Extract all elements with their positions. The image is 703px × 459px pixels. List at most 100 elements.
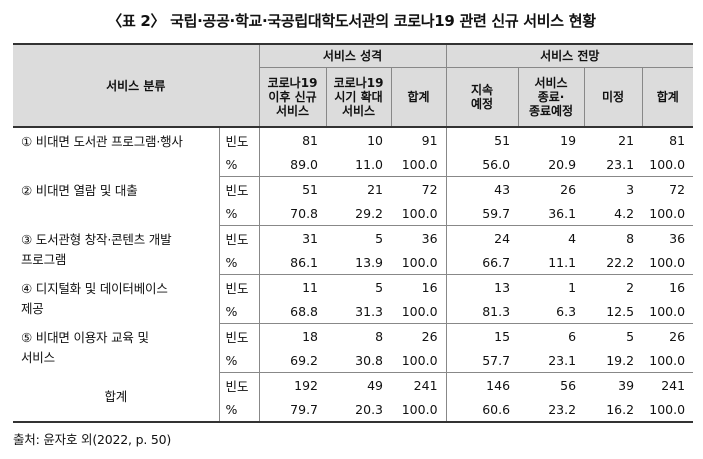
table-row: % 70.8 29.2 100.0 59.7 36.1 4.2 100.0 [13, 201, 694, 226]
table-row: ④ 디지털화 및 데이터베이스 제공 빈도 11 5 16 13 1 2 16 [13, 274, 693, 324]
row-category: ② 비대면 열람 및 대출 [13, 176, 220, 226]
header-label-line: 시기 확대 [334, 90, 383, 104]
frequency-value: 26 [669, 328, 686, 344]
percent-value: 100.0 [391, 152, 447, 177]
percent-value: 23.2 [518, 397, 585, 423]
frequency-value: 192 [258, 372, 327, 397]
frequency-value: 16 [421, 279, 438, 295]
percent-value: 23.1 [584, 152, 643, 177]
category-label-line: ③ 도서관형 창작·콘텐츠 개발 [21, 231, 172, 247]
frequency-value: 36 [421, 230, 438, 246]
percent-value: 57.7 [445, 348, 519, 373]
header-label-line: 미정 [601, 90, 625, 104]
frequency-value: 31 [258, 225, 327, 250]
header-label-line: 서비스 [275, 104, 310, 118]
percent-value: 100.0 [642, 201, 694, 226]
source-note: 출처: 윤자호 외(2022, p. 50) [13, 432, 172, 447]
percent-value: 69.2 [258, 348, 327, 373]
header-label-line: 종료예정 [528, 104, 574, 118]
table-row: ⑤ 비대면 이용자 교육 및 서비스 빈도 18 8 26 15 6 5 26 [13, 323, 693, 373]
header-service-category: 서비스 분류 [13, 43, 260, 128]
frequency-value: 8 [375, 328, 384, 344]
frequency-value: 72 [421, 181, 438, 197]
percent-value: 100.0 [391, 250, 447, 275]
frequency-value: 26 [560, 181, 577, 197]
header-label-line: 합계 [656, 90, 679, 104]
header-label-line: 서비스 [534, 76, 568, 90]
category-label-line: ① 비대면 도서관 프로그램·행사 [21, 134, 183, 149]
percent-value: 81.3 [445, 299, 519, 324]
category-label-line: 서비스 [21, 349, 55, 365]
percent-value: 100.0 [642, 152, 694, 177]
percent-value: 36.1 [518, 201, 585, 226]
percent-value: 20.3 [326, 397, 392, 423]
percent-value: 23.1 [518, 348, 585, 373]
frequency-value: 241 [413, 377, 438, 393]
frequency-value: 91 [421, 132, 438, 148]
category-label-line: ④ 디지털화 및 데이터베이스 [21, 280, 168, 296]
frequency-label: 빈도 [225, 182, 249, 198]
row-category: ④ 디지털화 및 데이터베이스 제공 [13, 274, 220, 324]
frequency-label: 빈도 [225, 133, 249, 149]
percent-value: 86.1 [258, 250, 327, 275]
table-row: 합계 빈도 192 49 241 146 56 39 241 [13, 372, 693, 423]
frequency-label: 빈도 [225, 329, 249, 345]
header-new-service: 코로나19 이후 신규 서비스 [258, 67, 327, 128]
frequency-value: 39 [618, 377, 635, 393]
table-row: ③ 도서관형 창작·콘텐츠 개발 프로그램 빈도 31 5 36 24 4 8 36 [13, 225, 693, 275]
frequency-value: 72 [669, 181, 686, 197]
frequency-value: 2 [626, 279, 635, 295]
frequency-value: 8 [626, 230, 635, 246]
percent-value: 13.9 [326, 250, 392, 275]
table-title: 〈표 2〉 국립·공공·학교·국공립대학도서관의 코로나19 관련 신규 서비스… [107, 12, 596, 30]
header-service-ended: 서비스 종료· 종료예정 [517, 67, 585, 128]
header-undecided: 미정 [583, 67, 643, 128]
table-row: % 89.0 11.0 100.0 56.0 20.9 23.1 100.0 [13, 152, 694, 177]
frequency-value: 5 [375, 279, 384, 295]
percent-value: 100.0 [391, 201, 447, 226]
header-continue-planned: 지속 예정 [445, 67, 519, 128]
frequency-value: 49 [367, 377, 384, 393]
frequency-value: 56 [560, 377, 577, 393]
percent-label: % [219, 250, 260, 275]
percent-value: 89.0 [258, 152, 327, 177]
percent-value: 100.0 [642, 250, 694, 275]
category-label-line: ② 비대면 열람 및 대출 [21, 182, 138, 198]
percent-label: % [219, 348, 260, 373]
frequency-value: 19 [560, 132, 577, 148]
frequency-value: 6 [568, 328, 577, 344]
frequency-value: 5 [626, 328, 635, 344]
percent-label: % [219, 397, 260, 423]
percent-value: 59.7 [445, 201, 519, 226]
frequency-value: 36 [669, 230, 686, 246]
percent-label: % [219, 299, 260, 324]
header-label-line: 이후 신규 [268, 90, 317, 104]
header-label-line: 합계 [407, 90, 430, 104]
percent-value: 100.0 [642, 348, 694, 373]
percent-value: 60.6 [445, 397, 519, 423]
percent-value: 100.0 [391, 397, 447, 423]
header-service-nature: 서비스 성격 [258, 43, 447, 68]
frequency-label: 빈도 [225, 280, 249, 296]
frequency-value: 1 [568, 279, 577, 295]
percent-label: % [219, 152, 260, 177]
frequency-value: 4 [568, 230, 577, 246]
frequency-value: 16 [669, 279, 686, 295]
frequency-value: 5 [375, 230, 384, 246]
frequency-value: 21 [367, 181, 384, 197]
percent-value: 31.3 [326, 299, 392, 324]
row-category: ① 비대면 도서관 프로그램·행사 [13, 127, 220, 177]
category-label-line: 합계 [104, 388, 128, 404]
percent-value: 22.2 [584, 250, 643, 275]
header-label-line: 종료· [537, 90, 565, 104]
table-row: % 69.2 30.8 100.0 57.7 23.1 19.2 100.0 [13, 348, 694, 373]
table-row: ① 비대면 도서관 프로그램·행사 빈도 81 10 91 51 19 21 81 [13, 127, 693, 177]
header-outlook-total: 합계 [641, 67, 694, 128]
table-row: % 86.1 13.9 100.0 66.7 11.1 22.2 100.0 [13, 250, 694, 275]
percent-value: 4.2 [584, 201, 643, 226]
percent-value: 6.3 [518, 299, 585, 324]
frequency-value: 81 [258, 127, 327, 152]
category-label-line: ⑤ 비대면 이용자 교육 및 [21, 329, 149, 345]
frequency-value: 13 [445, 274, 519, 299]
